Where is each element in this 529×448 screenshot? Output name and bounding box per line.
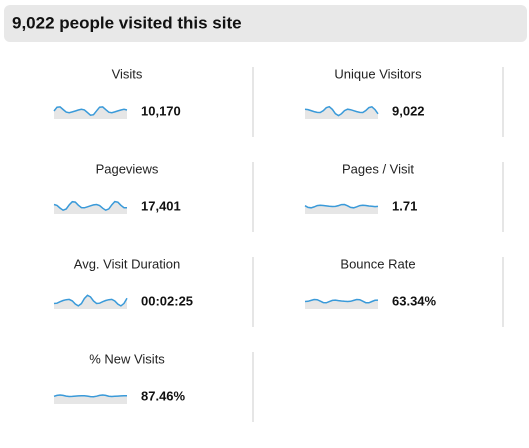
metric-label: Pageviews <box>96 161 159 176</box>
sparkline <box>53 394 127 398</box>
sparkline <box>53 200 128 212</box>
metric-value: 17,401 <box>141 198 181 213</box>
metric-value: 87.46% <box>141 388 186 403</box>
metric-value: 10,170 <box>141 103 181 118</box>
sparkline-area <box>54 106 127 119</box>
sparkline-area <box>54 395 127 404</box>
metric-label: % New Visits <box>89 351 165 366</box>
sparkline <box>304 298 379 304</box>
metric-label: Pages / Visit <box>342 161 414 176</box>
metric-value: 63.34% <box>392 293 437 308</box>
metric-label: Unique Visitors <box>334 66 422 81</box>
sparkline-area <box>54 295 127 309</box>
sparkline <box>304 203 379 209</box>
sparkline-area <box>54 201 127 214</box>
header-title: 9,022 people visited this site <box>12 13 242 32</box>
metric-label: Visits <box>112 66 143 81</box>
sparkline-area <box>305 106 378 119</box>
header-box <box>4 5 527 42</box>
metric-label: Avg. Visit Duration <box>74 256 180 271</box>
sparkline-area <box>305 299 378 309</box>
sparkline <box>53 106 128 116</box>
sparkline <box>53 294 128 307</box>
metric-value: 00:02:25 <box>141 293 193 308</box>
sparkline-area <box>305 204 378 214</box>
metric-label: Bounce Rate <box>340 256 415 271</box>
metric-value: 1.71 <box>392 198 417 213</box>
metric-value: 9,022 <box>392 103 425 118</box>
sparkline <box>304 105 379 117</box>
